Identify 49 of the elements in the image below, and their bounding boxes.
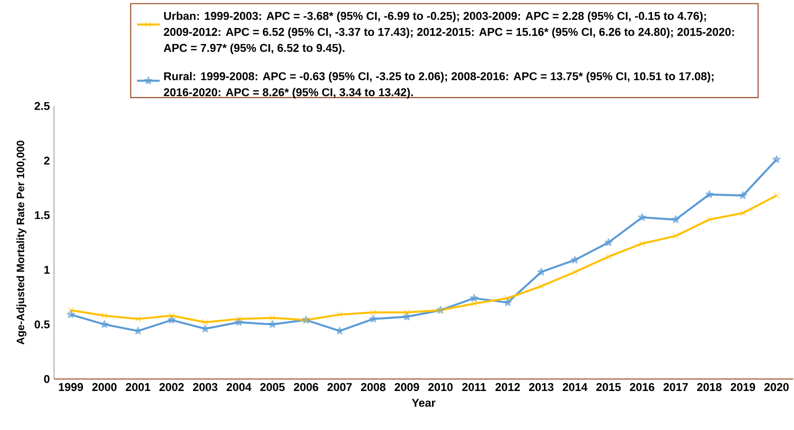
- y-tick-label: 0: [44, 375, 50, 384]
- x-tick-label: 2012: [495, 383, 520, 392]
- point: [772, 155, 781, 164]
- x-tick-label: 2018: [697, 383, 722, 392]
- x-tick-label: 2020: [764, 383, 789, 392]
- y-tick-label: 1.5: [34, 211, 50, 220]
- point: [369, 314, 378, 323]
- point: [604, 238, 613, 246]
- x-tick-label: 2001: [126, 383, 150, 392]
- x-tick-label: 2010: [428, 383, 453, 392]
- y-tick-label: 1: [44, 266, 50, 274]
- x-axis-title: Year: [412, 398, 436, 407]
- x-tick-label: 2019: [730, 383, 756, 392]
- y-axis-title: Age-Adjusted Mortality Rate Per 100,000: [16, 140, 26, 344]
- x-tick-label: 2016: [630, 383, 654, 392]
- y-tick-label: 0.5: [34, 320, 50, 328]
- x-tick-label: 2002: [159, 383, 184, 392]
- point: [268, 320, 277, 328]
- x-tick-label: 2013: [529, 383, 554, 392]
- x-tick-label: 2007: [327, 383, 352, 392]
- x-tick-label: 2014: [562, 383, 588, 392]
- x-tick-label: 2000: [92, 383, 117, 392]
- point: [335, 326, 344, 335]
- x-tick-label: 2003: [193, 383, 218, 392]
- point: [167, 316, 176, 324]
- point: [738, 191, 748, 200]
- point: [672, 215, 680, 224]
- y-tick-label: 2.5: [34, 102, 50, 110]
- x-tick-label: 2015: [596, 383, 621, 392]
- legend-label: Urban: 1999-2003: APC = -3.68* (95% CI, -6.99 to -0.25); 2003-2009: APC = 2.28 (95% CI, -0.15 to 4.76); 2009-2012: APC = 6.52 (95% CI, -3.37 to 17.43); 2012-2015: APC = 15.16* (95% CI, 6.26 to 24.80); 2015-2020: APC = 7.97* (95% CI, 6.52 to 9.45).: [164, 12, 734, 54]
- x-tick-label: 2008: [361, 383, 386, 392]
- point: [638, 212, 646, 222]
- point: [503, 298, 512, 306]
- legend-label: Rural: 1999-2008: APC = -0.63 (95% CI, -3.25 to 2.06); 2008-2016: APC = 13.75* (95% CI, 10.51 to 17.08); 2016-2020: APC = 8.26* (95% CI, 3.34 to 13.42).: [164, 72, 714, 98]
- x-tick-label: 2005: [260, 383, 285, 392]
- point: [570, 256, 580, 264]
- point: [66, 310, 76, 318]
- x-tick-label: 2004: [226, 383, 252, 392]
- x-tick-label: 1999: [58, 383, 83, 392]
- point: [134, 326, 142, 335]
- x-tick-label: 2017: [664, 383, 688, 392]
- point: [537, 268, 546, 276]
- y-tick-label: 2: [44, 156, 50, 165]
- point: [402, 312, 412, 320]
- x-tick-label: 2006: [294, 383, 318, 392]
- point: [470, 294, 478, 302]
- x-tick-label: 2009: [394, 383, 420, 392]
- x-tick-label: 2011: [462, 383, 486, 392]
- point: [705, 190, 714, 198]
